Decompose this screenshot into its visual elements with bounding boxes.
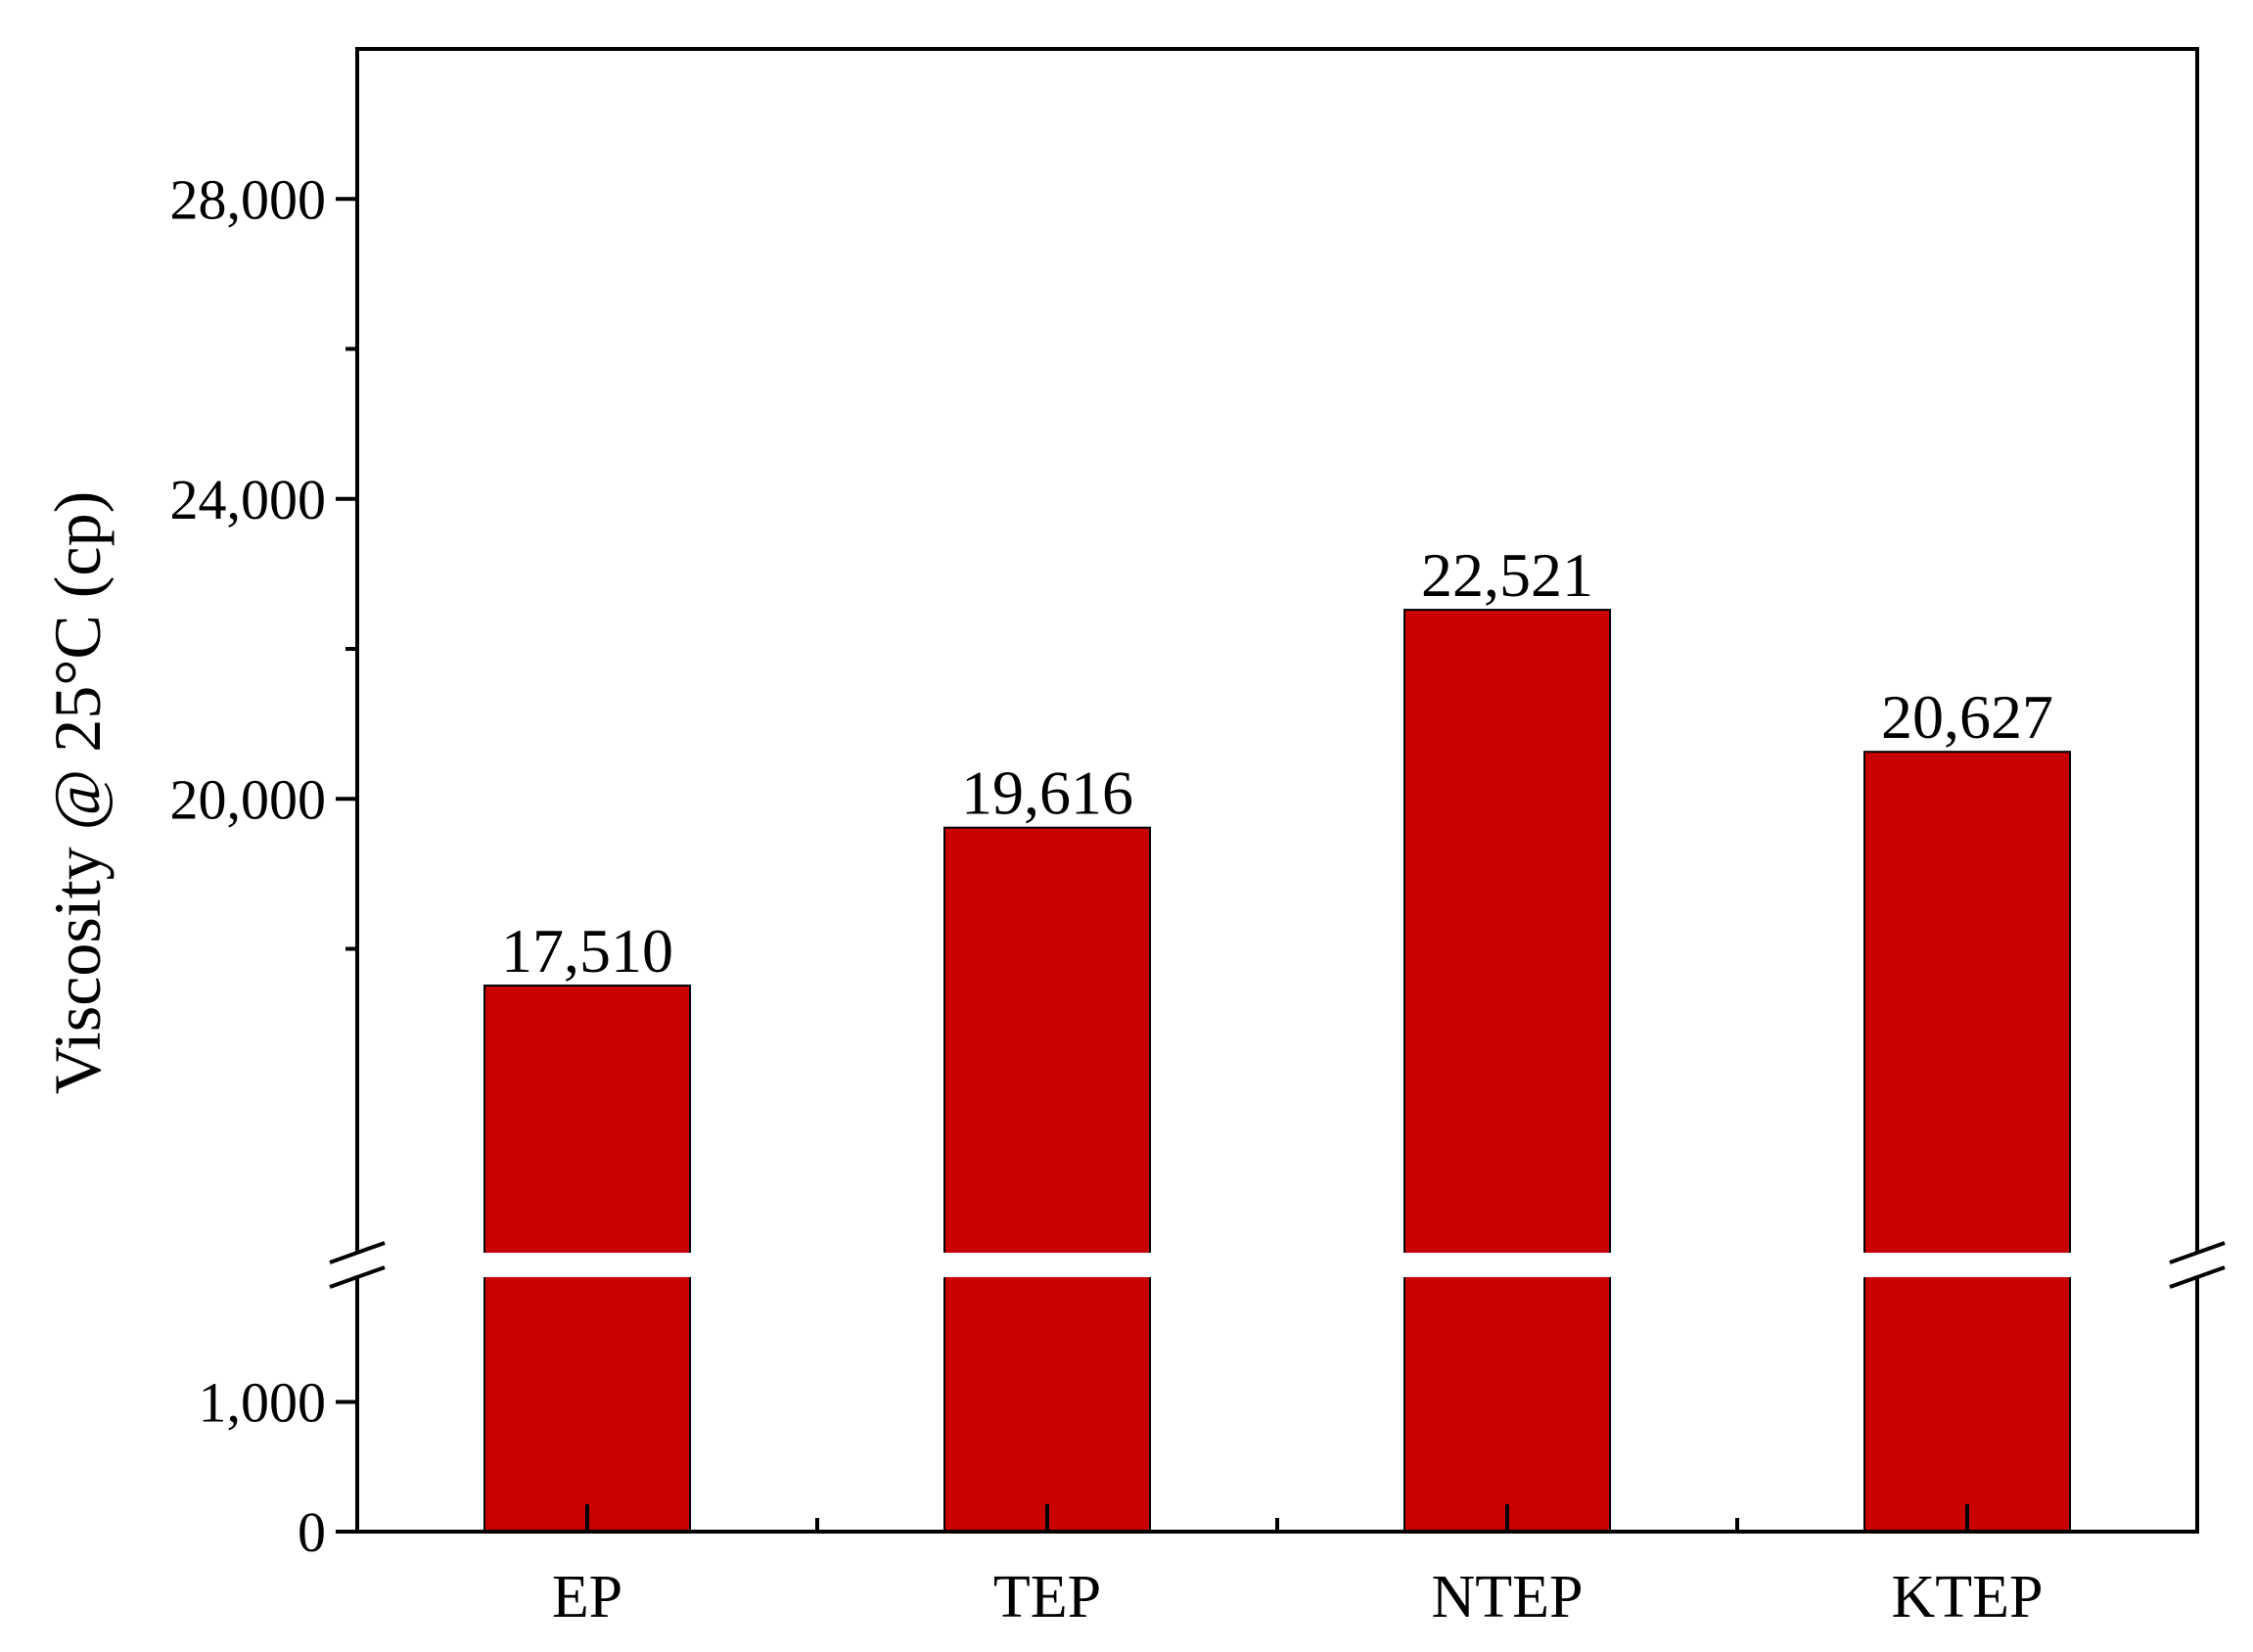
bar-ntep bbox=[1403, 609, 1611, 1533]
axis-break-mark-left bbox=[329, 1241, 386, 1264]
y-tick-label: 28,000 bbox=[170, 167, 327, 231]
bar-ktep bbox=[1863, 751, 2071, 1533]
y-tick-label: 0 bbox=[298, 1500, 326, 1564]
y-tick-label: 24,000 bbox=[170, 468, 327, 531]
x-tick-label-tep: TEP bbox=[993, 1564, 1101, 1630]
axis-break-mark-right bbox=[2169, 1241, 2226, 1264]
axis-break-gap-left bbox=[353, 1253, 361, 1277]
value-label-ktep: 20,627 bbox=[1881, 682, 2053, 752]
x-tick-label-ntep: NTEP bbox=[1432, 1564, 1584, 1630]
y-tick-label: 1,000 bbox=[199, 1371, 327, 1435]
labels-layer: 17,510 EP 19,616 TEP 22,521 NTEP 20,627 KTEP 0 1,… bbox=[170, 167, 2054, 1630]
axis-break-layer bbox=[355, 1253, 2199, 1277]
axis-break-mark-right bbox=[2169, 1265, 2226, 1289]
axis-break-gap bbox=[355, 1253, 2199, 1277]
bars-layer bbox=[483, 609, 2071, 1533]
value-label-ep: 17,510 bbox=[501, 916, 673, 986]
value-label-ntep: 22,521 bbox=[1421, 540, 1593, 610]
axis-break-mark-left bbox=[329, 1265, 386, 1289]
axis-break-gap-right bbox=[2193, 1253, 2201, 1277]
x-tick-label-ep: EP bbox=[552, 1564, 622, 1630]
ticks-layer bbox=[329, 197, 2226, 1534]
y-axis-title: Viscosity @ 25°C (cp) bbox=[40, 491, 115, 1094]
y-tick-label: 20,000 bbox=[170, 767, 327, 831]
bar-tep bbox=[943, 826, 1151, 1533]
value-label-tep: 19,616 bbox=[961, 758, 1133, 828]
x-tick-label-ktep: KTEP bbox=[1892, 1564, 2044, 1630]
